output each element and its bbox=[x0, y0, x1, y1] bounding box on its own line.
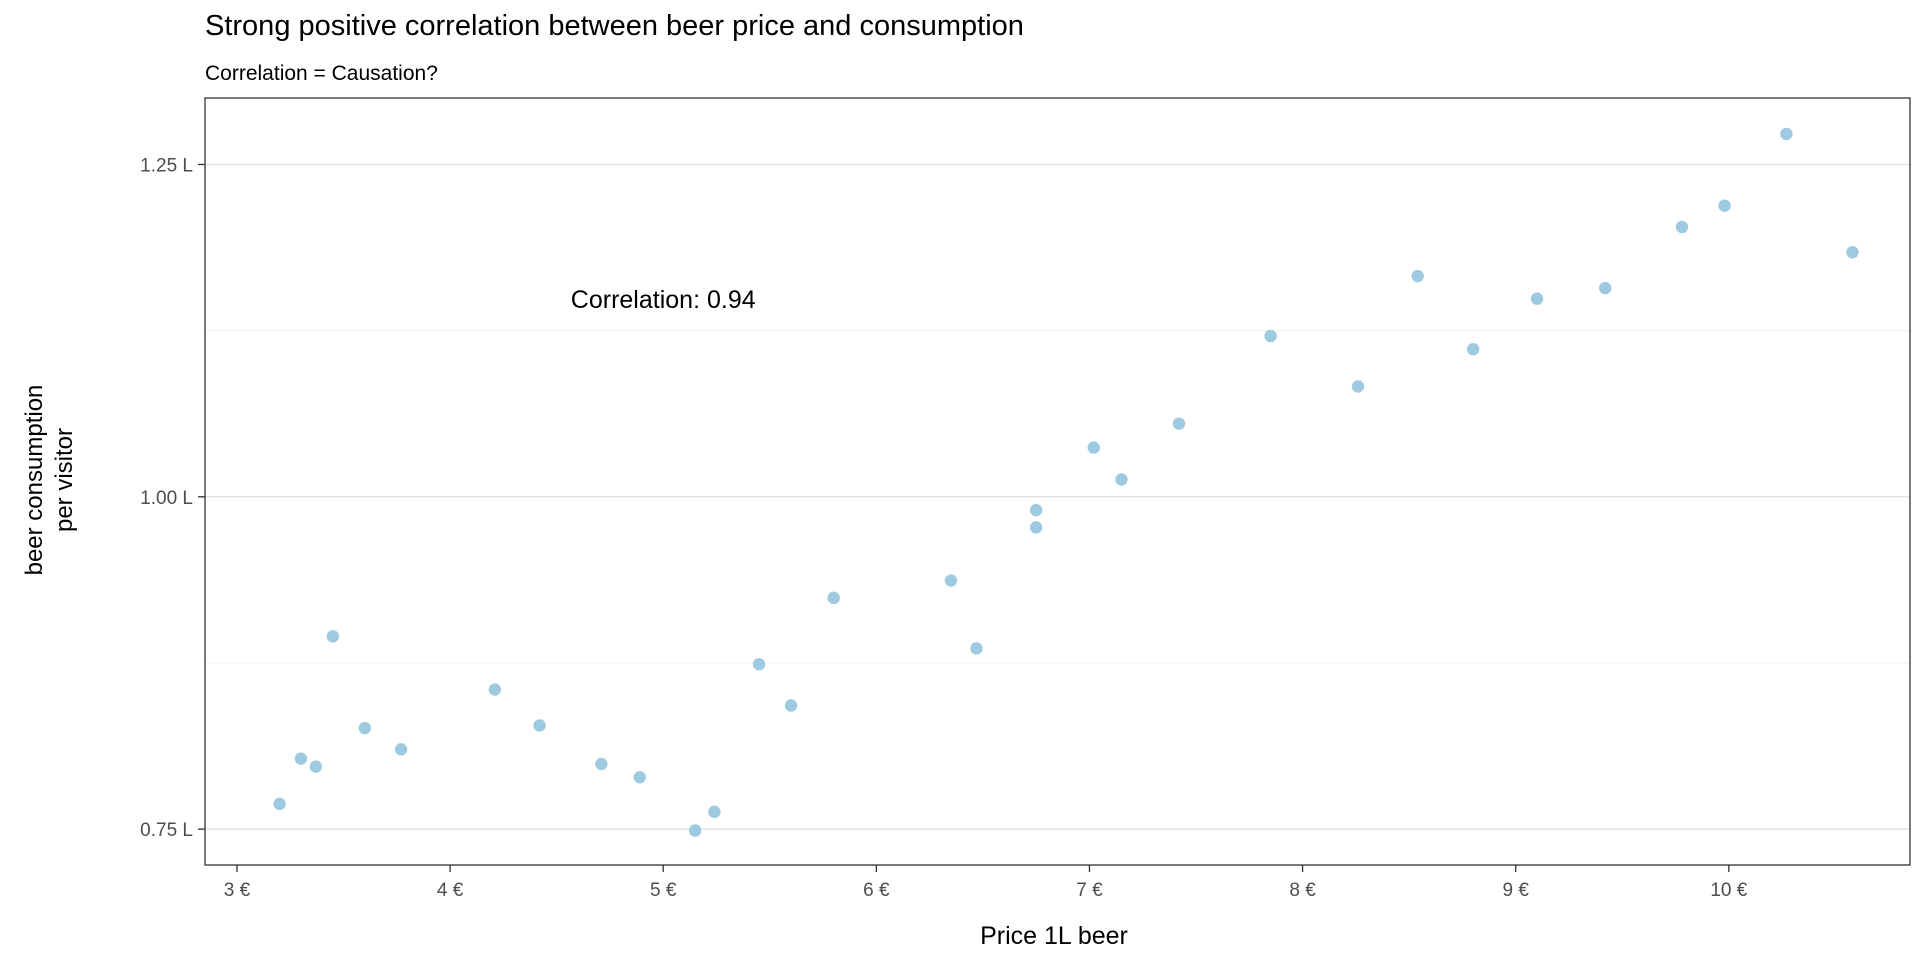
data-point bbox=[1029, 521, 1043, 534]
y-tick-label: 0.75 L bbox=[140, 820, 193, 841]
x-tick-label: 5 € bbox=[650, 880, 677, 901]
x-tick-label: 3 € bbox=[224, 880, 251, 901]
data-point bbox=[1530, 292, 1544, 305]
x-tick-label: 10 € bbox=[1710, 880, 1747, 901]
data-point bbox=[827, 591, 840, 605]
data-point bbox=[1264, 329, 1277, 343]
data-point bbox=[1115, 473, 1128, 486]
x-tick-label: 6 € bbox=[863, 880, 890, 901]
data-point bbox=[944, 574, 958, 587]
data-point bbox=[970, 642, 983, 655]
data-point bbox=[394, 743, 408, 756]
x-tick-label: 9 € bbox=[1503, 880, 1530, 901]
data-point bbox=[1718, 199, 1731, 212]
data-point bbox=[1172, 417, 1186, 430]
data-point bbox=[1411, 269, 1424, 283]
x-tick-label: 4 € bbox=[437, 880, 464, 901]
data-point bbox=[358, 721, 372, 735]
data-point bbox=[533, 719, 546, 732]
data-point bbox=[708, 805, 721, 819]
data-point bbox=[633, 771, 646, 784]
data-point bbox=[273, 797, 286, 811]
data-point bbox=[1351, 380, 1365, 393]
data-point bbox=[595, 757, 608, 771]
data-point bbox=[1087, 441, 1100, 454]
data-point bbox=[1846, 245, 1859, 259]
data-point bbox=[1675, 220, 1689, 234]
data-point bbox=[1599, 281, 1612, 295]
chart-title: Strong positive correlation between beer… bbox=[205, 10, 1024, 42]
data-point bbox=[752, 658, 766, 671]
data-point bbox=[784, 699, 798, 712]
y-tick-label: 1.25 L bbox=[140, 155, 193, 176]
data-point bbox=[326, 630, 340, 643]
x-tick-label: 8 € bbox=[1289, 880, 1316, 901]
data-point bbox=[309, 760, 323, 773]
y-tick-label: 1.00 L bbox=[140, 488, 193, 509]
x-tick-label: 7 € bbox=[1076, 880, 1103, 901]
data-point bbox=[1466, 343, 1480, 356]
data-point bbox=[1029, 503, 1043, 517]
correlation-annotation: Correlation: 0.94 bbox=[571, 286, 756, 314]
data-point bbox=[1780, 127, 1793, 141]
panel-border bbox=[204, 97, 1911, 866]
chart-subtitle: Correlation = Causation? bbox=[205, 62, 438, 85]
x-axis-label: Price 1L beer bbox=[980, 922, 1128, 950]
data-point bbox=[294, 752, 308, 765]
data-point bbox=[688, 824, 702, 837]
data-point bbox=[488, 683, 502, 696]
